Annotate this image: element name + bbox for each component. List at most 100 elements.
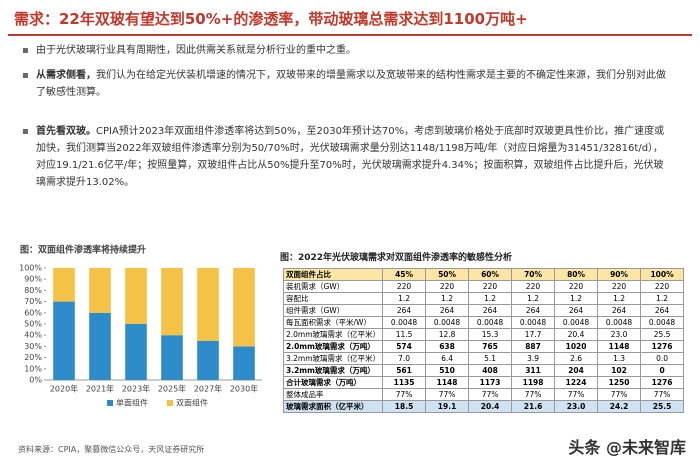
- table-cell: 77%: [425, 388, 470, 401]
- table-cell: 7.0: [382, 352, 427, 365]
- bar: [53, 301, 75, 380]
- table-cell: 整体成品率: [282, 388, 384, 401]
- table-cell: 574: [382, 340, 427, 353]
- table-row: 组件需求（GW） 264 264 264 264 264 264 264: [282, 304, 685, 317]
- table-cell: 5.1: [468, 352, 513, 365]
- table-cell: 408: [468, 364, 513, 377]
- header-cell: 90%: [597, 268, 642, 281]
- table-cell: 3.9: [511, 352, 556, 365]
- x-tick-label: 2021年: [86, 384, 114, 394]
- table-cell: 0.0048: [554, 316, 599, 329]
- table-cell: 1224: [554, 376, 599, 389]
- table-cell: 220: [511, 280, 556, 293]
- table-cell: 17.7: [511, 328, 556, 341]
- y-tick-label: 90%: [24, 275, 42, 284]
- table-title: 图：2022年光伏玻璃需求对双面组件渗透率的敏感性分析: [280, 253, 513, 263]
- table-cell: 638: [425, 340, 470, 353]
- table-cell: 1148: [425, 376, 470, 389]
- chart: 图：双面组件渗透率将持续提升 0% 10% 20% 30% 40% 50% 60% 70% 80%…: [19, 244, 262, 408]
- x-tick-label: 2027年: [194, 384, 222, 394]
- table-cell: 组件需求（GW）: [282, 304, 384, 317]
- table-cell: 23.0: [597, 328, 642, 341]
- bar: [197, 340, 219, 380]
- table-cell: 23.0: [554, 400, 599, 413]
- bullet-lead: 首先看双玻。: [36, 126, 96, 137]
- table-row: 2.0mm玻璃需求（亿平米） 11.5 12.8 15.3 17.7 20.4 23.0 25…: [282, 328, 685, 341]
- table-cell: 1250: [597, 376, 642, 389]
- table-cell: 264: [554, 304, 599, 317]
- table-cell: 18.5: [382, 400, 427, 413]
- table-cell: 77%: [597, 388, 642, 401]
- bar: [161, 335, 183, 380]
- table-cell: 1173: [468, 376, 513, 389]
- bar: [125, 268, 147, 324]
- table-cell: 0.0048: [468, 316, 513, 329]
- y-tick-label: 0%: [29, 376, 42, 385]
- table-row: 玻璃需求面积（亿平米） 18.5 19.1 20.4 21.6 23.0 24.2 25.5: [282, 400, 685, 413]
- bar: [125, 324, 147, 380]
- y-tick-label: 10%: [24, 364, 42, 373]
- table-cell: 1276: [640, 340, 685, 353]
- bullet: 由于光伏玻璃行业具有周期性，因此供需关系就是分析行业的重中之重。: [22, 42, 672, 59]
- table-row: 每瓦面积需求（平米/W） 0.0048 0.0048 0.0048 0.0048 0.00…: [282, 316, 685, 329]
- table-cell: 2.0mm玻璃需求（亿平米）: [282, 328, 384, 341]
- table-cell: 220: [640, 280, 685, 293]
- table-row: 装机需求（GW） 220 220 220 220 220 220 220: [282, 280, 685, 293]
- header-cell: 80%: [554, 268, 599, 281]
- table-cell: 0.0048: [382, 316, 427, 329]
- table-cell: 合计玻璃需求（万吨）: [282, 376, 384, 389]
- table-cell: 561: [382, 364, 427, 377]
- y-tick-label: 60%: [24, 308, 42, 317]
- header-cell: 50%: [425, 268, 470, 281]
- table-cell: 每瓦面积需求（平米/W）: [282, 316, 384, 329]
- x-tick-label: 2020年: [50, 384, 78, 394]
- y-tick-label: 50%: [24, 320, 42, 329]
- table-cell: 21.6: [511, 400, 556, 413]
- bar: [161, 268, 183, 336]
- table-cell: 0.0048: [597, 316, 642, 329]
- table-cell: 0.0: [640, 352, 685, 365]
- table-cell: 2.6: [554, 352, 599, 365]
- x-tick-label: 2023年: [122, 384, 150, 394]
- legend-label: 单面组件: [116, 398, 148, 408]
- table-cell: 3.2mm玻璃需求（亿平米）: [282, 352, 384, 365]
- bullet-lead: 从需求侧看，: [36, 70, 96, 81]
- bar: [197, 268, 219, 341]
- bullet-list: 由于光伏玻璃行业具有周期性，因此供需关系就是分析行业的重中之重。从需求侧看，我们…: [22, 42, 672, 199]
- table-cell: 3.2mm玻璃需求（万吨）: [282, 364, 384, 377]
- bar: [89, 268, 111, 313]
- table-row: 2.0mm玻璃需求（万吨） 574 638 765 887 1020 1148 1276: [282, 340, 685, 353]
- y-tick-label: 70%: [24, 297, 42, 306]
- table-cell: 220: [382, 280, 427, 293]
- table-cell: 220: [554, 280, 599, 293]
- header-cell: 60%: [468, 268, 513, 281]
- table-cell: 220: [468, 280, 513, 293]
- title-rule: [8, 34, 692, 36]
- table-cell: 77%: [468, 388, 513, 401]
- table-cell: 264: [640, 304, 685, 317]
- table-cell: 1276: [640, 376, 685, 389]
- table-cell: 1020: [554, 340, 599, 353]
- table-cell: 1148: [597, 340, 642, 353]
- table-cell: 220: [597, 280, 642, 293]
- legend-label: 双面组件: [176, 398, 208, 408]
- table-cell: 1.2: [425, 292, 470, 305]
- bar: [233, 346, 255, 380]
- table-cell: 19.1: [425, 400, 470, 413]
- table-cell: 1.2: [382, 292, 427, 305]
- y-tick-label: 100%: [19, 264, 42, 273]
- bar: [53, 268, 75, 302]
- x-tick-label: 2030年: [230, 384, 258, 394]
- table-cell: 887: [511, 340, 556, 353]
- table-cell: 12.8: [425, 328, 470, 341]
- table-cell: 311: [511, 364, 556, 377]
- slide-title: 需求：22年双玻有望达到50%+的渗透率，带动玻璃总需求达到1100万吨+: [14, 10, 528, 28]
- table-cell: 765: [468, 340, 513, 353]
- x-tick-label: 2025年: [158, 384, 186, 394]
- table-cell: 264: [597, 304, 642, 317]
- table-cell: 77%: [640, 388, 685, 401]
- y-tick-label: 30%: [24, 342, 42, 351]
- table-cell: 25.5: [640, 328, 685, 341]
- table-cell: 1.2: [640, 292, 685, 305]
- table-cell: 6.4: [425, 352, 470, 365]
